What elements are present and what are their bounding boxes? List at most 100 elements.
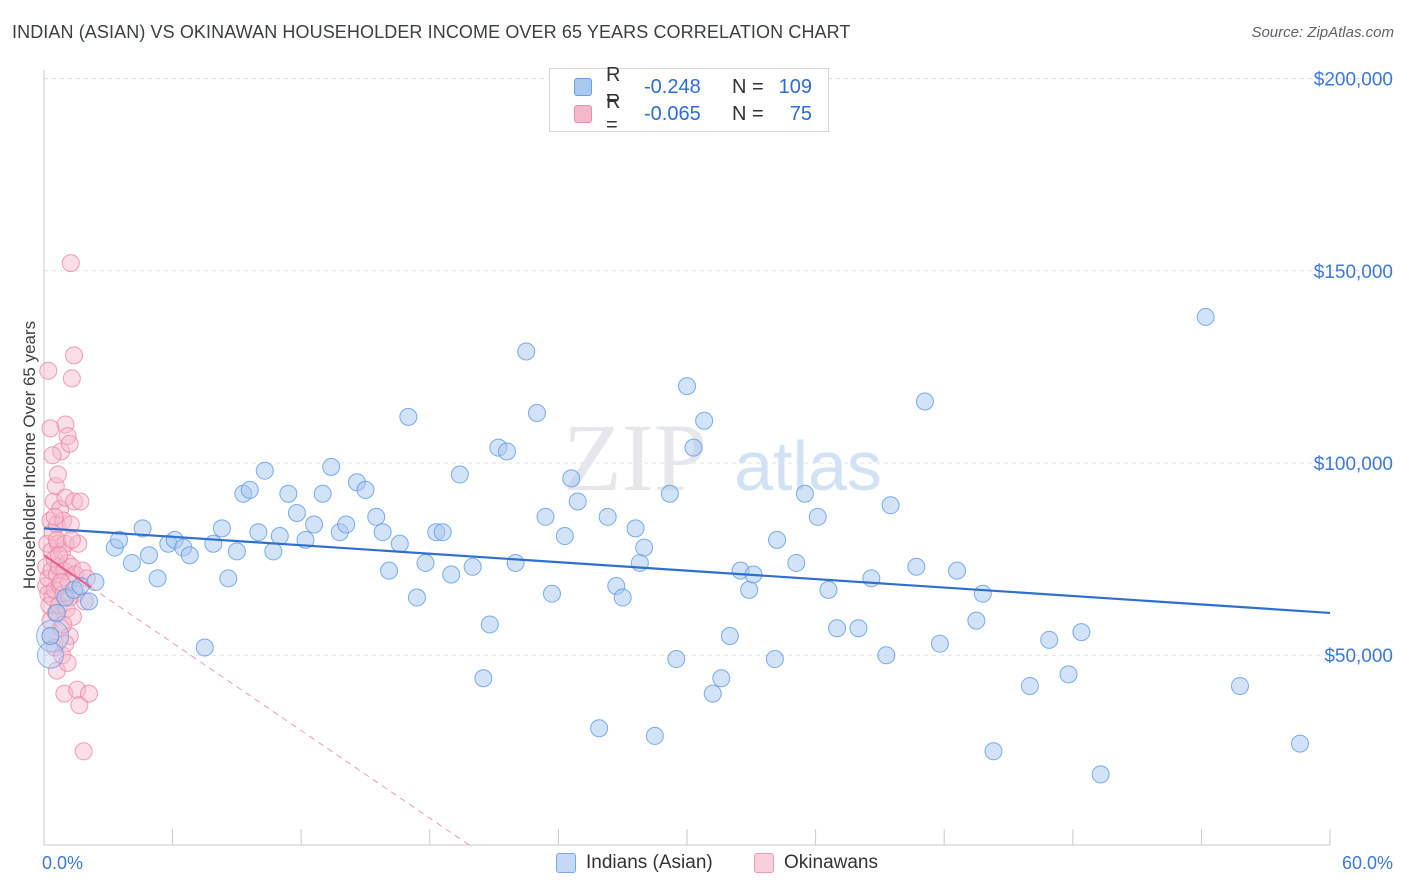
indians-point [450,465,469,484]
okinawans-point [46,477,65,496]
indians-point [720,626,739,645]
indians-point [41,626,60,645]
y-axis-label: Householder Income Over 65 years [20,320,39,590]
indians-point [907,557,926,576]
indians-point [660,484,679,503]
legend-swatch-indians [556,853,576,873]
indians-point [703,684,722,703]
indians-point [313,484,332,503]
indians-point [1020,676,1039,695]
indians-point [684,438,703,457]
indians-point [240,480,259,499]
indians-point [562,469,581,488]
legend-label-okinawans: Okinawans [784,852,878,873]
indians-point [613,588,632,607]
okinawans-point [60,434,79,453]
y-tick-labels: $50,000 $100,000 $150,000 $200,000 [1314,70,1393,668]
indians-point [678,377,696,396]
indians-point [1059,665,1078,684]
chart-title: INDIAN (ASIAN) VS OKINAWAN HOUSEHOLDER I… [12,22,851,42]
okinawans-point [71,492,90,511]
indians-point [140,546,159,565]
indians-point [768,530,787,549]
indians-point [407,588,426,607]
okinawans-point [48,465,67,484]
indians-point [212,519,231,538]
indians-point [463,557,482,576]
legend-row-indians: R = -0.248 N = 109 [574,64,812,109]
okinawans-point [58,427,77,446]
indians-point [808,507,827,526]
x-tick-labels: 0.0% 60.0% [42,853,1393,873]
series-legend: Indians (Asian) Okinawans [0,852,1406,876]
indians-point [1040,630,1059,649]
indians-point [480,615,499,634]
indians-point [1230,676,1249,695]
okinawans-point [65,492,84,511]
okinawans-point [62,369,81,388]
legend-n-value: 75 [789,102,812,125]
indians-point [877,646,896,665]
legend-r-value: -0.065 [644,102,701,125]
indians-point [1290,734,1309,753]
indians-point [148,569,167,588]
okinawans-trend-extension [90,586,473,848]
indians-point [279,484,298,503]
legend-n-value: 109 [778,75,812,98]
indians-point [635,538,654,557]
legend-row-okinawans: R = -0.065 N = 75 [574,91,812,136]
source-label: Source: ZipAtlas.com [1251,24,1394,41]
indians-point [948,561,967,580]
indians-point [380,561,399,580]
okinawans-point [80,684,99,703]
indians-point [296,530,315,549]
indians-point [590,719,609,738]
indians-point [695,411,714,430]
indians-point [849,619,868,638]
okinawans-point [39,361,58,380]
okinawans-point [43,446,62,465]
indians-point [373,523,392,542]
legend-item-okinawans: Okinawans [754,852,878,874]
indians-point [819,580,838,599]
legend-swatch-okinawans [754,853,774,873]
indians-point [930,634,949,653]
indians-point [740,580,759,599]
indians-point [442,565,461,584]
indians-point [1196,307,1215,326]
indians-point [219,569,238,588]
indians-point [984,742,1003,761]
x-tick-label: 0.0% [42,853,83,873]
legend-r-label: R = [606,91,621,136]
indians-point [433,523,452,542]
trend-lines [43,527,1331,848]
indians-point [881,496,900,515]
indians-trend-line [43,527,1331,615]
indians-point [337,515,356,534]
indians-point [527,404,546,423]
indians-point [122,553,141,572]
okinawans-point [47,530,66,549]
indians-point [474,669,493,688]
okinawans-point [44,492,63,511]
legend-r-value: -0.248 [644,75,701,98]
indians-point [1072,623,1091,642]
okinawans-point [65,346,84,365]
indians-point [555,527,574,546]
legend-label-indians: Indians (Asian) [586,852,713,873]
okinawans-trend-line [43,554,92,589]
indians-point [36,641,64,669]
indians-point [86,573,105,592]
indians-point [667,650,686,669]
indians-point [416,553,435,572]
legend-n-label: N = [732,75,764,98]
y-tick-label: $200,000 [1314,70,1393,91]
indians-point [227,542,246,561]
indians-point [356,480,375,499]
grid-lines [44,78,1395,656]
indians-point [915,392,934,411]
indians-point [133,519,152,538]
indians-point [862,569,881,588]
okinawans-point [62,530,81,549]
indians-point [645,726,664,745]
